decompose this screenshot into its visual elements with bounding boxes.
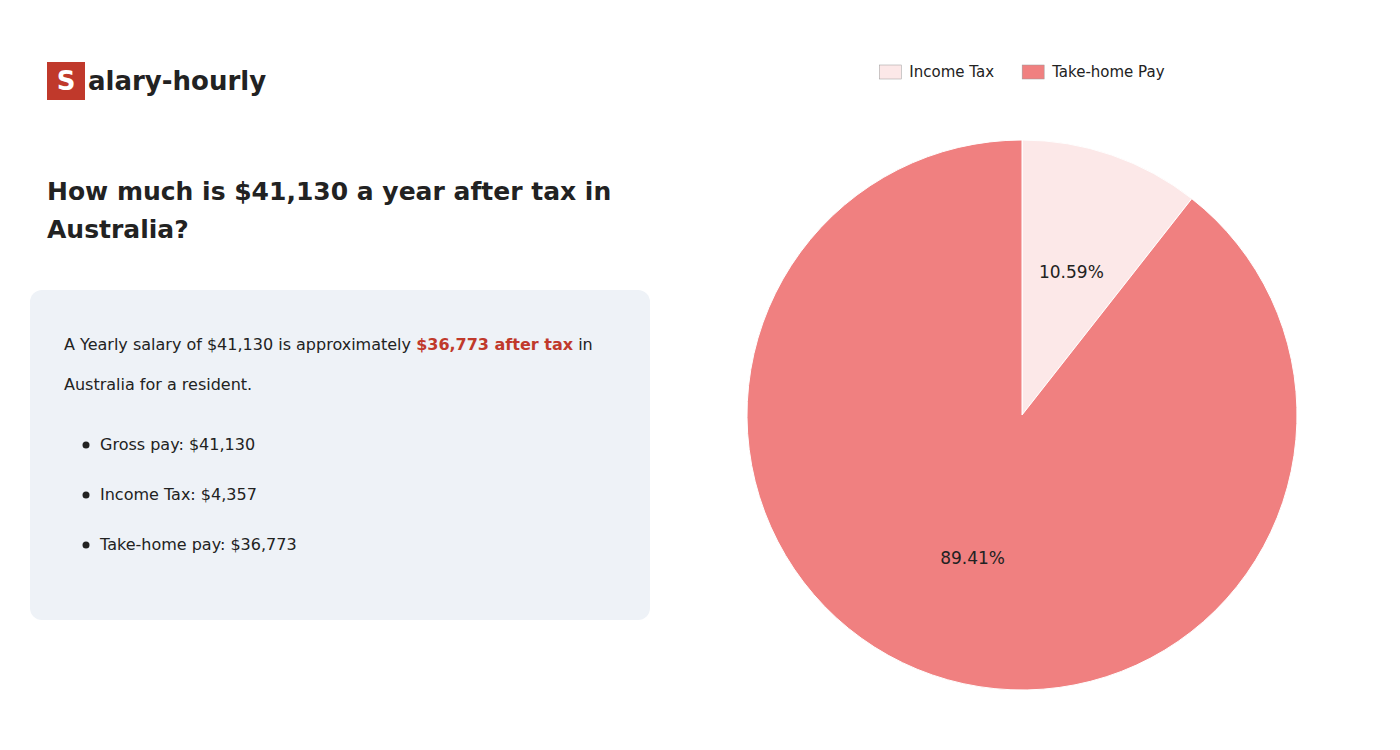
bullet-item: Take-home pay: $36,773 [99, 535, 297, 554]
bullet [83, 542, 90, 549]
legend-item: Take-home Pay [1022, 63, 1165, 81]
description: A Yearly salary of $41,130 is approximat… [64, 335, 593, 354]
data-labels: 10.59% 89.41% [940, 262, 1104, 568]
bullet-item: Income Tax: $4,357 [100, 485, 257, 504]
legend-swatch [1022, 65, 1044, 79]
legend-label: Income Tax [909, 63, 994, 81]
info-box [30, 290, 650, 620]
bullet [83, 442, 90, 449]
title-line: How much is $41,130 a year after tax in [47, 177, 611, 206]
legend-item: Income Tax [879, 63, 994, 81]
logo-letter: S [57, 66, 76, 96]
chart: Salary-hourly How much is $41,130 a year … [0, 0, 1400, 750]
data-label: 89.41% [940, 548, 1005, 568]
text-panel: Salary-hourly How much is $41,130 a year … [30, 62, 650, 620]
logo-box [47, 62, 85, 100]
logo-text: alary-hourly [88, 66, 266, 96]
description-highlight: $36,773 after tax [416, 335, 574, 354]
slice [747, 140, 1297, 690]
description-part: in [573, 335, 593, 354]
bullet-item: Gross pay: $41,130 [100, 435, 255, 454]
pie [747, 140, 1297, 690]
legend: Income Tax Take-home Pay [879, 63, 1164, 81]
title-line: Australia? [47, 215, 189, 244]
data-label: 10.59% [1039, 262, 1104, 282]
title: How much is $41,130 a year after tax in A… [47, 177, 611, 244]
description-part: A Yearly salary of $41,130 is approximat… [64, 335, 416, 354]
bullet [83, 492, 90, 499]
description: Australia for a resident. [64, 375, 252, 394]
legend-label: Take-home Pay [1051, 63, 1165, 81]
legend-swatch [879, 65, 901, 79]
